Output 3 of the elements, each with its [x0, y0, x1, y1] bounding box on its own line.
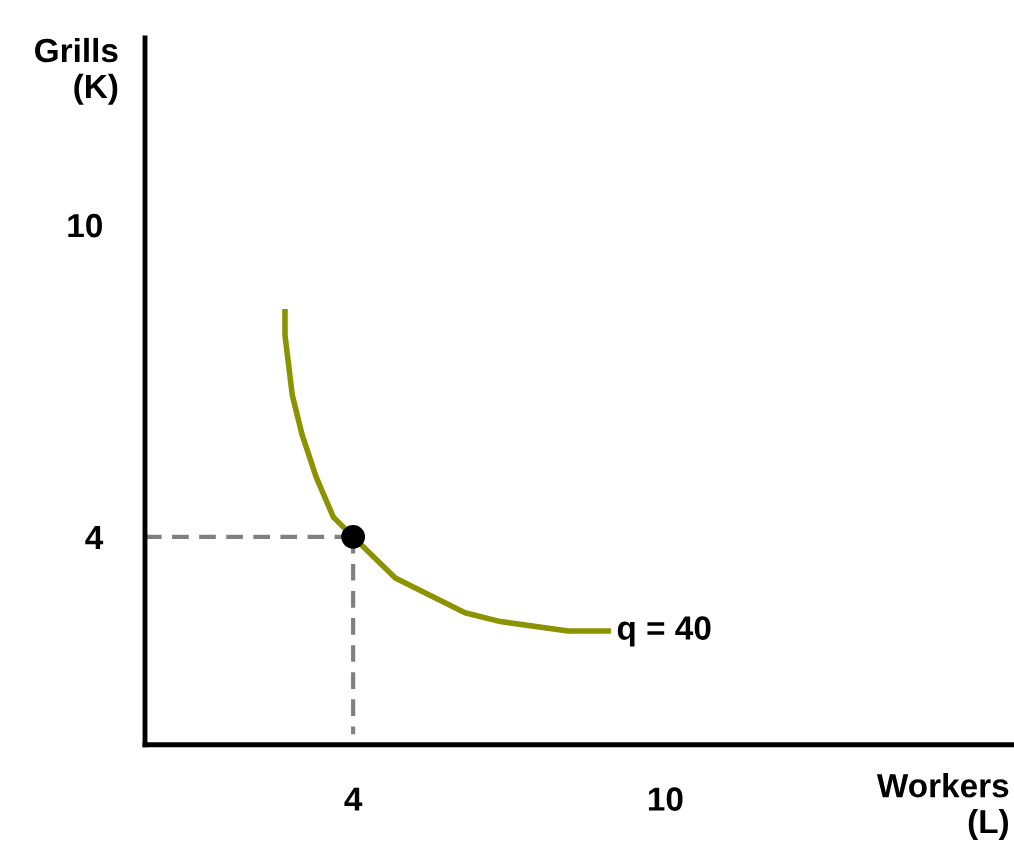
y-axis-title: Grills (K) [35, 37, 118, 105]
x-axis-title: Workers (L) [876, 773, 1009, 841]
annotation: q = 40 [617, 616, 711, 647]
